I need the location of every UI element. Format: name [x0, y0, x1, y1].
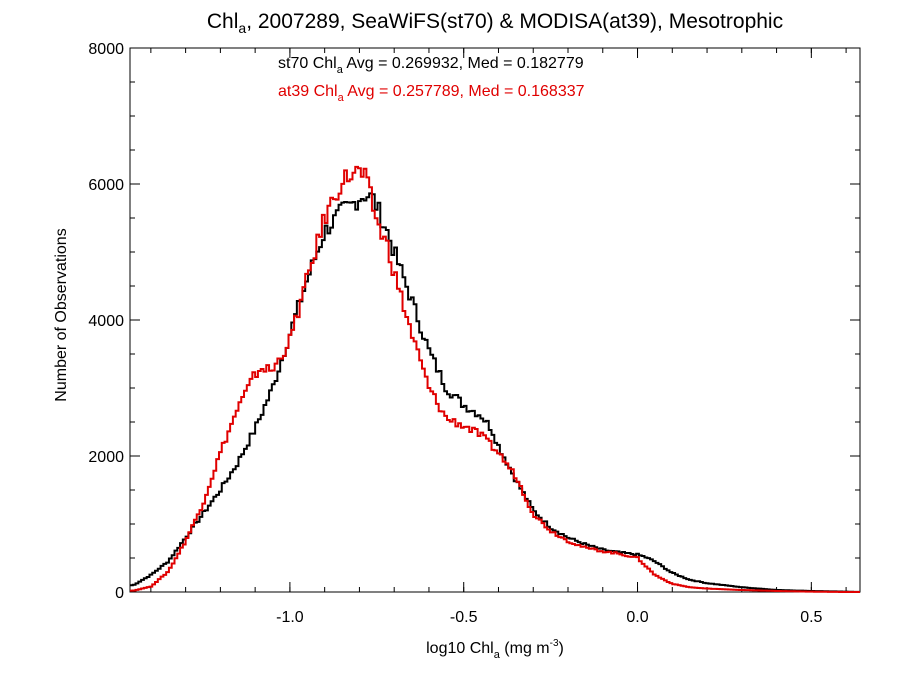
x-axis-label-prefix: log10 Chl	[426, 640, 494, 657]
x-axis-label-superscript: -3	[550, 638, 559, 649]
annotation-st70-subscript: a	[337, 64, 344, 76]
annotation-st70-rest: Avg = 0.269932, Med = 0.182779	[343, 55, 584, 72]
axis-ticks	[130, 47, 860, 593]
annotation-at39-rest: Avg = 0.257789, Med = 0.168337	[344, 83, 585, 100]
plot-frame	[129, 47, 861, 593]
x-tick-label: -1.0	[276, 609, 304, 626]
y-tick-label: 0	[115, 585, 124, 602]
x-tick-label: -0.5	[450, 609, 478, 626]
chart-title-rest: , 2007289, SeaWiFS(st70) & MODISA(at39),…	[246, 10, 783, 33]
annotation-st70: st70 Chla Avg = 0.269932, Med = 0.182779	[278, 55, 584, 76]
y-tick-label: 8000	[88, 41, 124, 58]
x-axis-label-subscript: a	[494, 649, 501, 661]
series-line-at39	[130, 165, 860, 593]
chart-title-subscript: a	[238, 20, 246, 36]
chart-title-prefix: Chl	[207, 10, 239, 33]
y-axis-label: Number of Observations	[53, 228, 70, 401]
x-tick-label: 0.5	[800, 609, 822, 626]
annotation-st70-prefix: st70 Chl	[278, 55, 337, 72]
data-series	[130, 165, 860, 593]
annotation-at39: at39 Chla Avg = 0.257789, Med = 0.168337	[278, 83, 585, 104]
y-tick-label: 6000	[88, 177, 124, 194]
chart-title: Chla, 2007289, SeaWiFS(st70) & MODISA(at…	[207, 10, 783, 36]
x-axis-label-end: )	[559, 640, 564, 657]
annotation-at39-prefix: at39 Chl	[278, 83, 338, 100]
x-axis-label: log10 Chla (mg m-3)	[426, 638, 564, 661]
x-tick-labels: -1.0 -0.5 0.0 0.5	[276, 609, 822, 626]
annotation-at39-subscript: a	[338, 92, 345, 104]
y-tick-label: 4000	[88, 313, 124, 330]
x-tick-label: 0.0	[626, 609, 648, 626]
x-axis-label-mid: (mg m	[500, 640, 550, 657]
y-tick-label: 2000	[88, 449, 124, 466]
series-line-st70	[130, 192, 860, 593]
y-tick-labels: 0 2000 4000 6000 8000	[88, 41, 124, 602]
